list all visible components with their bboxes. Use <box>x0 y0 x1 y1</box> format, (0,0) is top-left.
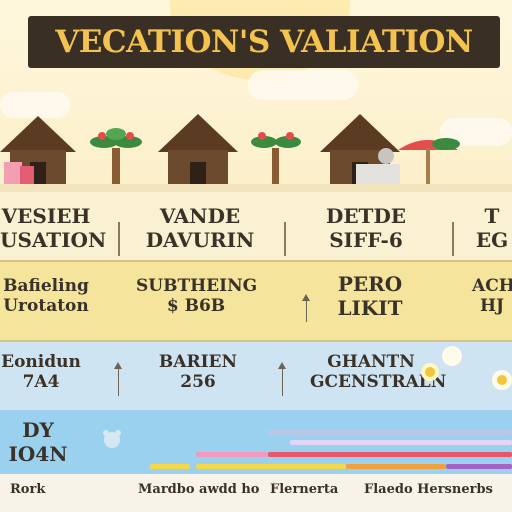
row3-cell-2: BARIEN 256 <box>158 352 238 393</box>
luggage-icon <box>356 148 400 186</box>
tick <box>118 222 120 256</box>
house-icon <box>158 114 238 186</box>
cloud <box>248 70 358 100</box>
stripe-bar <box>268 452 512 457</box>
row2-cell-1: Bafieling Urotaton <box>3 276 89 317</box>
divider <box>0 340 512 342</box>
arrow-icon <box>114 362 122 396</box>
row2-cell-3: PERO LIKIT <box>337 272 403 320</box>
tick <box>452 222 454 256</box>
beach-umbrella-icon <box>398 138 460 186</box>
arrow-icon <box>278 362 286 396</box>
bear-icon <box>103 430 121 448</box>
stripe-bar <box>196 452 268 457</box>
title-banner: VECATION'S VALIATION <box>28 16 500 68</box>
ground-strip <box>0 184 512 192</box>
footer-band <box>0 474 512 512</box>
stripe-bar <box>290 440 512 445</box>
divider <box>0 260 512 262</box>
stripe-bar <box>346 464 446 469</box>
scene-illustration <box>0 114 460 186</box>
palm-tree-icon <box>251 132 301 186</box>
row1-cell-2: VANDE DAVURIN <box>145 204 255 252</box>
tick <box>284 222 286 256</box>
row3-cell-3: GHANTN GCENSTRALN <box>310 352 447 393</box>
cloud <box>0 92 70 118</box>
stripe-bar <box>150 464 190 469</box>
row2-cell-4: ACH HJ <box>472 276 512 317</box>
stripe-bar <box>268 430 512 435</box>
footer-label-4: Flaedo Hersnerbs <box>364 482 493 497</box>
row1-cell-4: T EG <box>475 204 509 252</box>
stripe-bar <box>446 464 512 469</box>
row1-cell-3: DETDE SIFF-6 <box>325 204 407 252</box>
row-band-2 <box>0 262 512 340</box>
row3-cell-1: Eonidun 7A4 <box>1 352 81 393</box>
footer-label-1: Rork <box>10 482 46 497</box>
stripe-bar <box>196 464 346 469</box>
row4-cell-1: DY IO4N <box>8 418 68 466</box>
row2-cell-2: SUBTHEING $ B6B <box>136 276 258 317</box>
egg-icon <box>421 346 512 390</box>
arrow-icon <box>302 294 310 322</box>
luggage-icon <box>4 162 34 186</box>
footer-label-2: Mardbo awdd ho <box>138 482 260 497</box>
page-title: VECATION'S VALIATION <box>55 24 473 60</box>
footer-label-3: Flernerta <box>270 482 339 497</box>
row1-cell-1: VESIEH USATION <box>0 204 107 252</box>
palm-tree-icon <box>90 128 142 186</box>
row-band-1 <box>0 192 512 260</box>
